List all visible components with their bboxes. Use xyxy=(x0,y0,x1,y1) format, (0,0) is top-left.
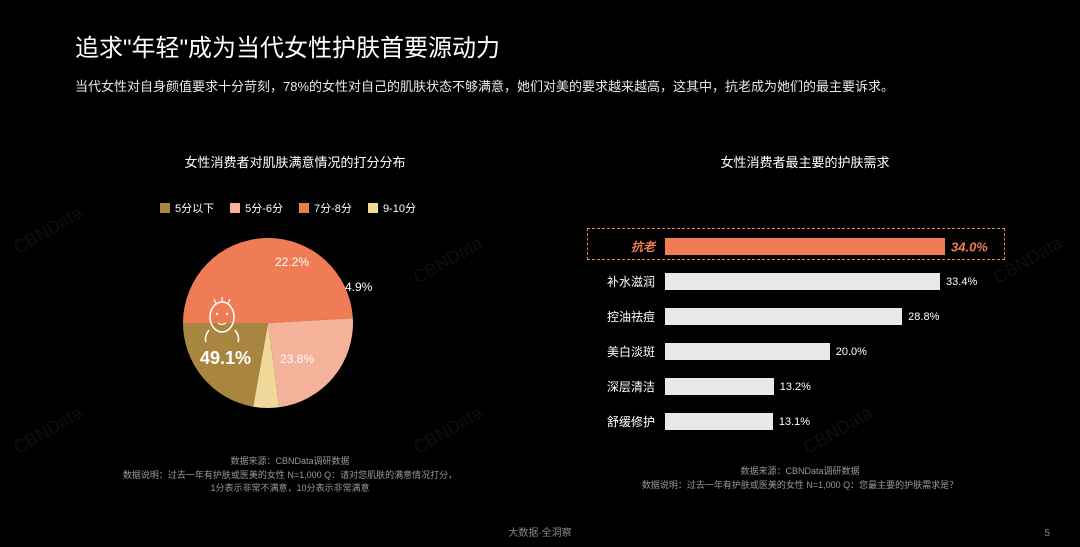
bar-row: 抗老 34.0% xyxy=(595,235,995,258)
pie-label-2: 4.9% xyxy=(345,280,372,294)
legend-item: 5分-6分 xyxy=(230,200,283,216)
watermark: CBNData xyxy=(10,202,86,258)
bar-fill xyxy=(665,413,773,430)
left-source-1: 数据来源：CBNData调研数据 xyxy=(75,455,505,469)
bar-label: 控油祛痘 xyxy=(595,308,665,325)
page-subtitle: 当代女性对自身颜值要求十分苛刻，78%的女性对自己的肌肤状态不够满意，她们对美的… xyxy=(75,76,1005,98)
bar-fill xyxy=(665,343,830,360)
pie-legend: 5分以下 5分-6分 7分-8分 9-10分 xyxy=(160,200,416,216)
bar-row: 深层清洁 13.2% xyxy=(595,375,995,398)
watermark: CBNData xyxy=(10,402,86,458)
pie-label-3: 22.2% xyxy=(275,255,309,269)
bar-value: 13.2% xyxy=(780,381,811,393)
pie-label-0: 49.1% xyxy=(200,348,251,369)
bar-fill xyxy=(665,308,902,325)
bar-row: 补水滋润 33.4% xyxy=(595,270,995,293)
legend-item: 7分-8分 xyxy=(299,200,352,216)
bar-value: 34.0% xyxy=(951,239,988,254)
bar-chart: 抗老 34.0% 补水滋润 33.4% 控油祛痘 28.8% 美白淡斑 20.0% 深层清洁 13… xyxy=(595,235,995,445)
bar-row: 控油祛痘 28.8% xyxy=(595,305,995,328)
left-source-3: 1分表示非常不满意，10分表示非常满意 xyxy=(75,482,505,496)
bar-fill xyxy=(665,238,945,255)
bar-fill xyxy=(665,378,774,395)
right-source: 数据来源：CBNData调研数据 数据说明：过去一年有护肤或医美的女性 N=1,… xyxy=(585,465,1015,492)
pie-label-1: 23.8% xyxy=(280,352,314,366)
bar-label: 深层清洁 xyxy=(595,378,665,395)
watermark: CBNData xyxy=(410,232,486,288)
bar-label: 补水滋润 xyxy=(595,273,665,290)
bar-value: 13.1% xyxy=(779,416,810,428)
bar-value: 33.4% xyxy=(946,276,977,288)
watermark: CBNData xyxy=(410,402,486,458)
pie-chart xyxy=(180,235,356,411)
legend-item: 5分以下 xyxy=(160,200,214,216)
right-source-1: 数据来源：CBNData调研数据 xyxy=(585,465,1015,479)
bar-fill xyxy=(665,273,940,290)
page-title: 追求"年轻"成为当代女性护肤首要源动力 xyxy=(75,28,500,63)
right-source-2: 数据说明：过去一年有护肤或医美的女性 N=1,000 Q：您最主要的护肤需求是？ xyxy=(585,479,1015,493)
left-chart-title: 女性消费者对肌肤满意情况的打分分布 xyxy=(105,152,485,171)
right-chart-title: 女性消费者最主要的护肤需求 xyxy=(620,152,990,171)
footer-center: 大数据·全洞察 xyxy=(0,524,1080,539)
bar-value: 28.8% xyxy=(908,311,939,323)
watermark: CBNData xyxy=(990,232,1066,288)
face-icon xyxy=(202,297,242,343)
left-source: 数据来源：CBNData调研数据 数据说明：过去一年有护肤或医美的女性 N=1,… xyxy=(75,455,505,496)
bar-label: 舒缓修护 xyxy=(595,413,665,430)
bar-row: 美白淡斑 20.0% xyxy=(595,340,995,363)
bar-label: 美白淡斑 xyxy=(595,343,665,360)
legend-item: 9-10分 xyxy=(368,200,416,216)
left-source-2: 数据说明：过去一年有护肤或医美的女性 N=1,000 Q：请对您肌肤的满意情况打… xyxy=(75,469,505,483)
bar-label: 抗老 xyxy=(595,238,665,255)
bar-row: 舒缓修护 13.1% xyxy=(595,410,995,433)
bar-value: 20.0% xyxy=(836,346,867,358)
footer-page: 5 xyxy=(1044,528,1050,539)
